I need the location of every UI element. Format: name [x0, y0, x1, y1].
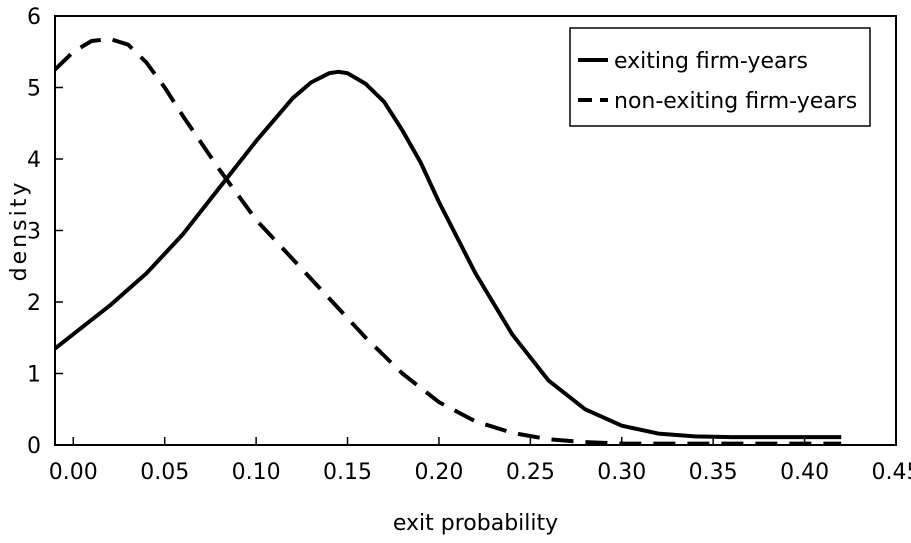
y-tick-label: 5: [27, 77, 41, 102]
y-tick-label: 4: [27, 148, 41, 173]
legend: exiting firm-years non-exiting firm-years: [569, 27, 871, 127]
x-tick-label: 0.25: [506, 460, 555, 485]
legend-label-0: exiting firm-years: [614, 49, 808, 74]
y-tick-label: 2: [27, 291, 41, 316]
legend-label-1: non-exiting firm-years: [614, 89, 857, 114]
x-axis-title: exit probability: [393, 511, 558, 536]
x-tick-label: 0.00: [49, 460, 98, 485]
x-tick-label: 0.10: [232, 460, 281, 485]
y-tick-label: 6: [27, 5, 41, 30]
y-tick-label: 0: [27, 434, 41, 459]
x-tick-label: 0.30: [597, 460, 646, 485]
series-line-1: [55, 36, 842, 445]
x-tick-label: 0.45: [872, 460, 911, 485]
y-axis-title: density: [7, 180, 32, 282]
y-tick-label: 1: [27, 363, 41, 388]
plot-area: [55, 36, 842, 445]
x-tick-label: 0.35: [689, 460, 738, 485]
legend-box: [569, 27, 871, 127]
x-tick-label: 0.40: [780, 460, 829, 485]
x-tick-label: 0.20: [414, 460, 463, 485]
x-tick-label: 0.15: [323, 460, 372, 485]
x-tick-label: 0.05: [140, 460, 189, 485]
y-tick-label: 3: [27, 220, 41, 245]
series-line-0: [55, 69, 842, 440]
axes: 0.00 0.05 0.10 0.15 0.20 0.25 0.30 0.35 0.40 0.45…: [7, 5, 911, 536]
